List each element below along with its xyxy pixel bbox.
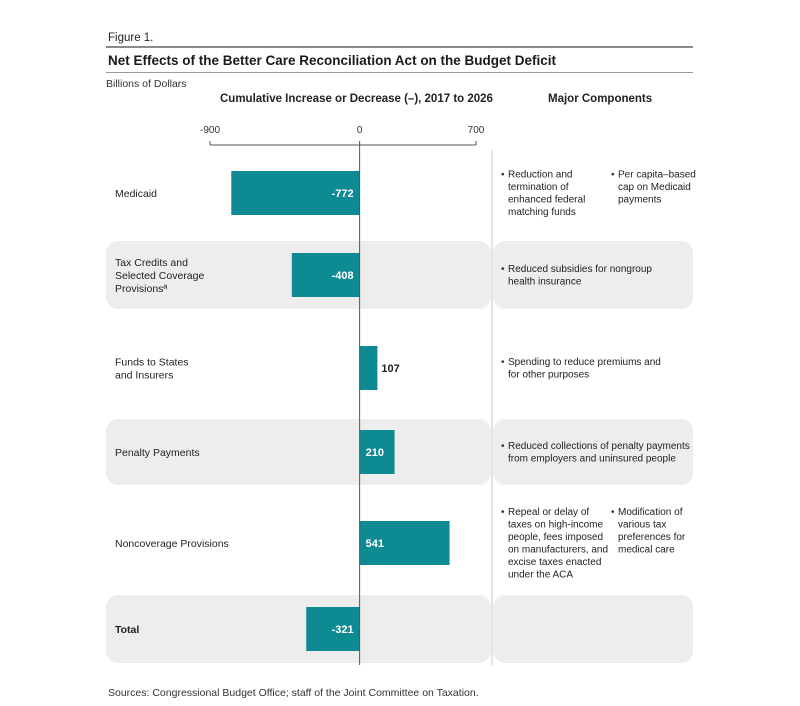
components-column-header: Major Components xyxy=(548,93,653,105)
component-text: Reduction and xyxy=(508,169,573,180)
x-tick-label: -900 xyxy=(200,125,220,136)
bar-3 xyxy=(359,430,395,474)
component-text: Spending to reduce premiums and xyxy=(508,357,661,368)
bar-value-label: 541 xyxy=(366,538,384,550)
component-text: enhanced federal xyxy=(508,194,585,205)
bar-value-label: -772 xyxy=(332,188,354,200)
component-text: people, fees imposed xyxy=(508,532,603,543)
row-band-right xyxy=(493,241,693,309)
component-bullet: • xyxy=(611,507,615,518)
row-label: Penalty Payments xyxy=(115,447,200,459)
component-text: health insurance xyxy=(508,276,582,287)
bar-0 xyxy=(231,171,360,215)
component-text: cap on Medicaid xyxy=(618,182,691,193)
component-text: matching funds xyxy=(508,207,576,218)
component-text: preferences for xyxy=(618,532,686,543)
row-label: Total xyxy=(115,624,139,636)
bar-1 xyxy=(291,253,360,297)
title-rule xyxy=(106,46,693,48)
component-bullet: • xyxy=(611,169,615,180)
component-text: under the ACA xyxy=(508,569,573,580)
component-text: Reduced collections of penalty payments xyxy=(508,441,690,452)
component-text: on manufacturers, and xyxy=(508,544,608,555)
component-text: Reduced subsidies for nongroup xyxy=(508,264,652,275)
bar-4 xyxy=(359,521,450,565)
component-bullet: • xyxy=(501,264,505,275)
subtitle-rule xyxy=(106,72,693,73)
bar-5 xyxy=(306,607,360,651)
component-text: medical care xyxy=(618,544,675,555)
row-label: Noncoverage Provisions xyxy=(115,538,229,550)
component-text: excise taxes enacted xyxy=(508,557,601,568)
chart-title: Net Effects of the Better Care Reconcili… xyxy=(108,53,557,68)
source-note: Sources: Congressional Budget Office; st… xyxy=(108,687,479,699)
component-text: termination of xyxy=(508,182,569,193)
unit-label: Billions of Dollars xyxy=(106,78,187,90)
component-text: from employers and uninsured people xyxy=(508,453,676,464)
bar-value-label: -321 xyxy=(332,624,354,636)
bar-value-label: 210 xyxy=(366,447,384,459)
component-bullet: • xyxy=(501,507,505,518)
row-label: Provisionsª xyxy=(115,283,167,295)
bar-value-label: 107 xyxy=(381,363,399,375)
x-tick-label: 0 xyxy=(357,125,363,136)
component-text: payments xyxy=(618,194,661,205)
row-band-left xyxy=(106,419,491,485)
component-text: various tax xyxy=(618,519,666,530)
component-bullet: • xyxy=(501,169,505,180)
component-text: Modification of xyxy=(618,507,683,518)
component-bullet: • xyxy=(501,357,505,368)
component-text: Per capita–based xyxy=(618,169,696,180)
row-band-right xyxy=(493,419,693,485)
row-label: and Insurers xyxy=(115,370,173,382)
row-label: Funds to States xyxy=(115,357,189,369)
row-label: Medicaid xyxy=(115,188,157,200)
component-text: for other purposes xyxy=(508,369,589,380)
x-tick-label: 700 xyxy=(468,125,485,136)
bar-2 xyxy=(359,346,378,390)
row-label: Selected Coverage xyxy=(115,270,204,282)
component-text: Repeal or delay of xyxy=(508,507,589,518)
chart-column-header: Cumulative Increase or Decrease (–), 201… xyxy=(220,93,493,105)
component-text: taxes on high-income xyxy=(508,519,603,530)
component-bullet: • xyxy=(501,441,505,452)
figure-label: Figure 1. xyxy=(108,32,154,44)
row-band-left xyxy=(106,595,491,663)
row-label: Tax Credits and xyxy=(115,257,188,269)
bar-value-label: -408 xyxy=(332,270,354,282)
row-band-right xyxy=(493,595,693,663)
